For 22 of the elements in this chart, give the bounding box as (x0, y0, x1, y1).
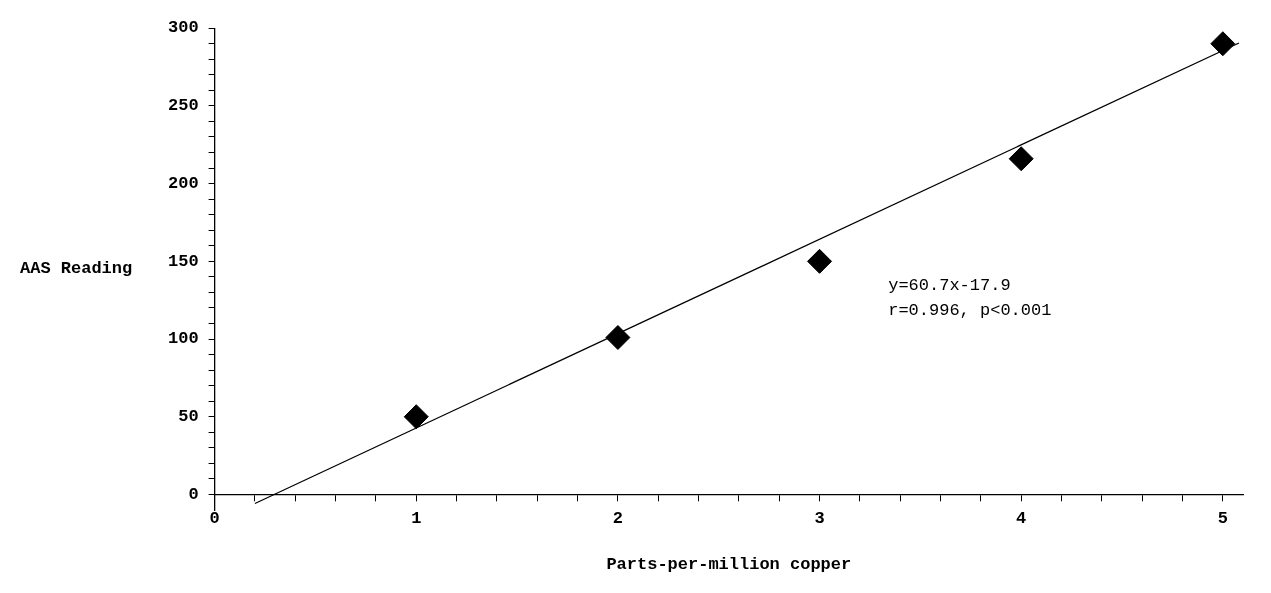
x-tick-label: 3 (814, 508, 825, 528)
annotation: r=0.996, p<0.001 (888, 301, 1052, 321)
y-axis-title: AAS Reading (20, 259, 133, 279)
y-tick-label: 100 (168, 329, 199, 349)
x-tick-label: 2 (612, 508, 623, 528)
point (605, 324, 631, 350)
x-tick-label: 1 (411, 508, 422, 528)
x-axis-title: Parts-per-million copper (606, 555, 852, 575)
y-tick-label: 300 (168, 18, 199, 38)
y-tick-label: 150 (168, 251, 199, 271)
annotation: y=60.7x-17.9 (888, 276, 1011, 296)
y-tick-label: 0 (188, 484, 199, 504)
x-tick-label: 4 (1016, 508, 1027, 528)
x-tick-label: 5 (1217, 508, 1228, 528)
point (1008, 146, 1034, 172)
point (1210, 31, 1236, 57)
y-tick-label: 250 (168, 96, 199, 116)
y-tick-label: 50 (178, 407, 199, 427)
x-tick-label: 0 (209, 508, 220, 528)
point (403, 404, 429, 430)
point (807, 248, 833, 274)
y-tick-label: 200 (168, 173, 199, 193)
